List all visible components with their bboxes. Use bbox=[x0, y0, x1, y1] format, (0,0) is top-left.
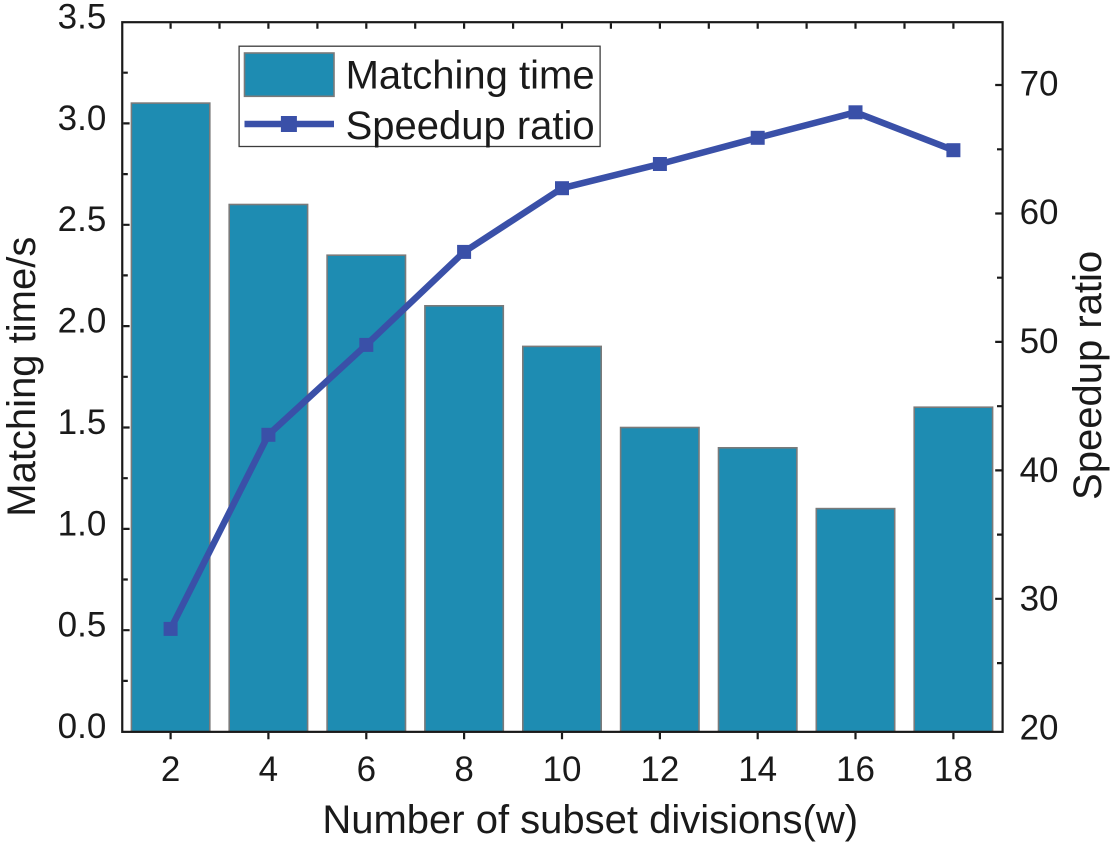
svg-text:Speedup ratio: Speedup ratio bbox=[1066, 251, 1110, 500]
svg-text:40: 40 bbox=[1020, 451, 1059, 490]
svg-text:Speedup ratio: Speedup ratio bbox=[346, 104, 595, 148]
svg-text:Number of subset divisions(w): Number of subset divisions(w) bbox=[322, 798, 858, 842]
svg-text:2.0: 2.0 bbox=[58, 302, 107, 341]
svg-text:Matching time/s: Matching time/s bbox=[0, 237, 44, 517]
svg-text:4: 4 bbox=[259, 750, 278, 789]
svg-text:6: 6 bbox=[357, 750, 376, 789]
svg-text:70: 70 bbox=[1020, 64, 1059, 103]
svg-text:0.0: 0.0 bbox=[58, 707, 107, 746]
svg-text:12: 12 bbox=[640, 750, 679, 789]
svg-text:20: 20 bbox=[1020, 709, 1059, 748]
svg-text:1.5: 1.5 bbox=[58, 403, 107, 442]
svg-text:2.5: 2.5 bbox=[58, 200, 107, 239]
svg-text:8: 8 bbox=[454, 750, 473, 789]
svg-text:10: 10 bbox=[543, 750, 582, 789]
svg-text:3.0: 3.0 bbox=[58, 99, 107, 138]
svg-text:50: 50 bbox=[1020, 322, 1059, 361]
svg-text:30: 30 bbox=[1020, 580, 1059, 619]
svg-text:60: 60 bbox=[1020, 193, 1059, 232]
svg-text:1.0: 1.0 bbox=[58, 504, 107, 543]
svg-text:14: 14 bbox=[738, 750, 777, 789]
svg-text:16: 16 bbox=[836, 750, 875, 789]
svg-text:0.5: 0.5 bbox=[58, 606, 107, 645]
svg-text:18: 18 bbox=[934, 750, 973, 789]
svg-text:Matching time: Matching time bbox=[346, 53, 595, 97]
svg-text:2: 2 bbox=[161, 750, 180, 789]
svg-text:3.5: 3.5 bbox=[58, 0, 107, 37]
